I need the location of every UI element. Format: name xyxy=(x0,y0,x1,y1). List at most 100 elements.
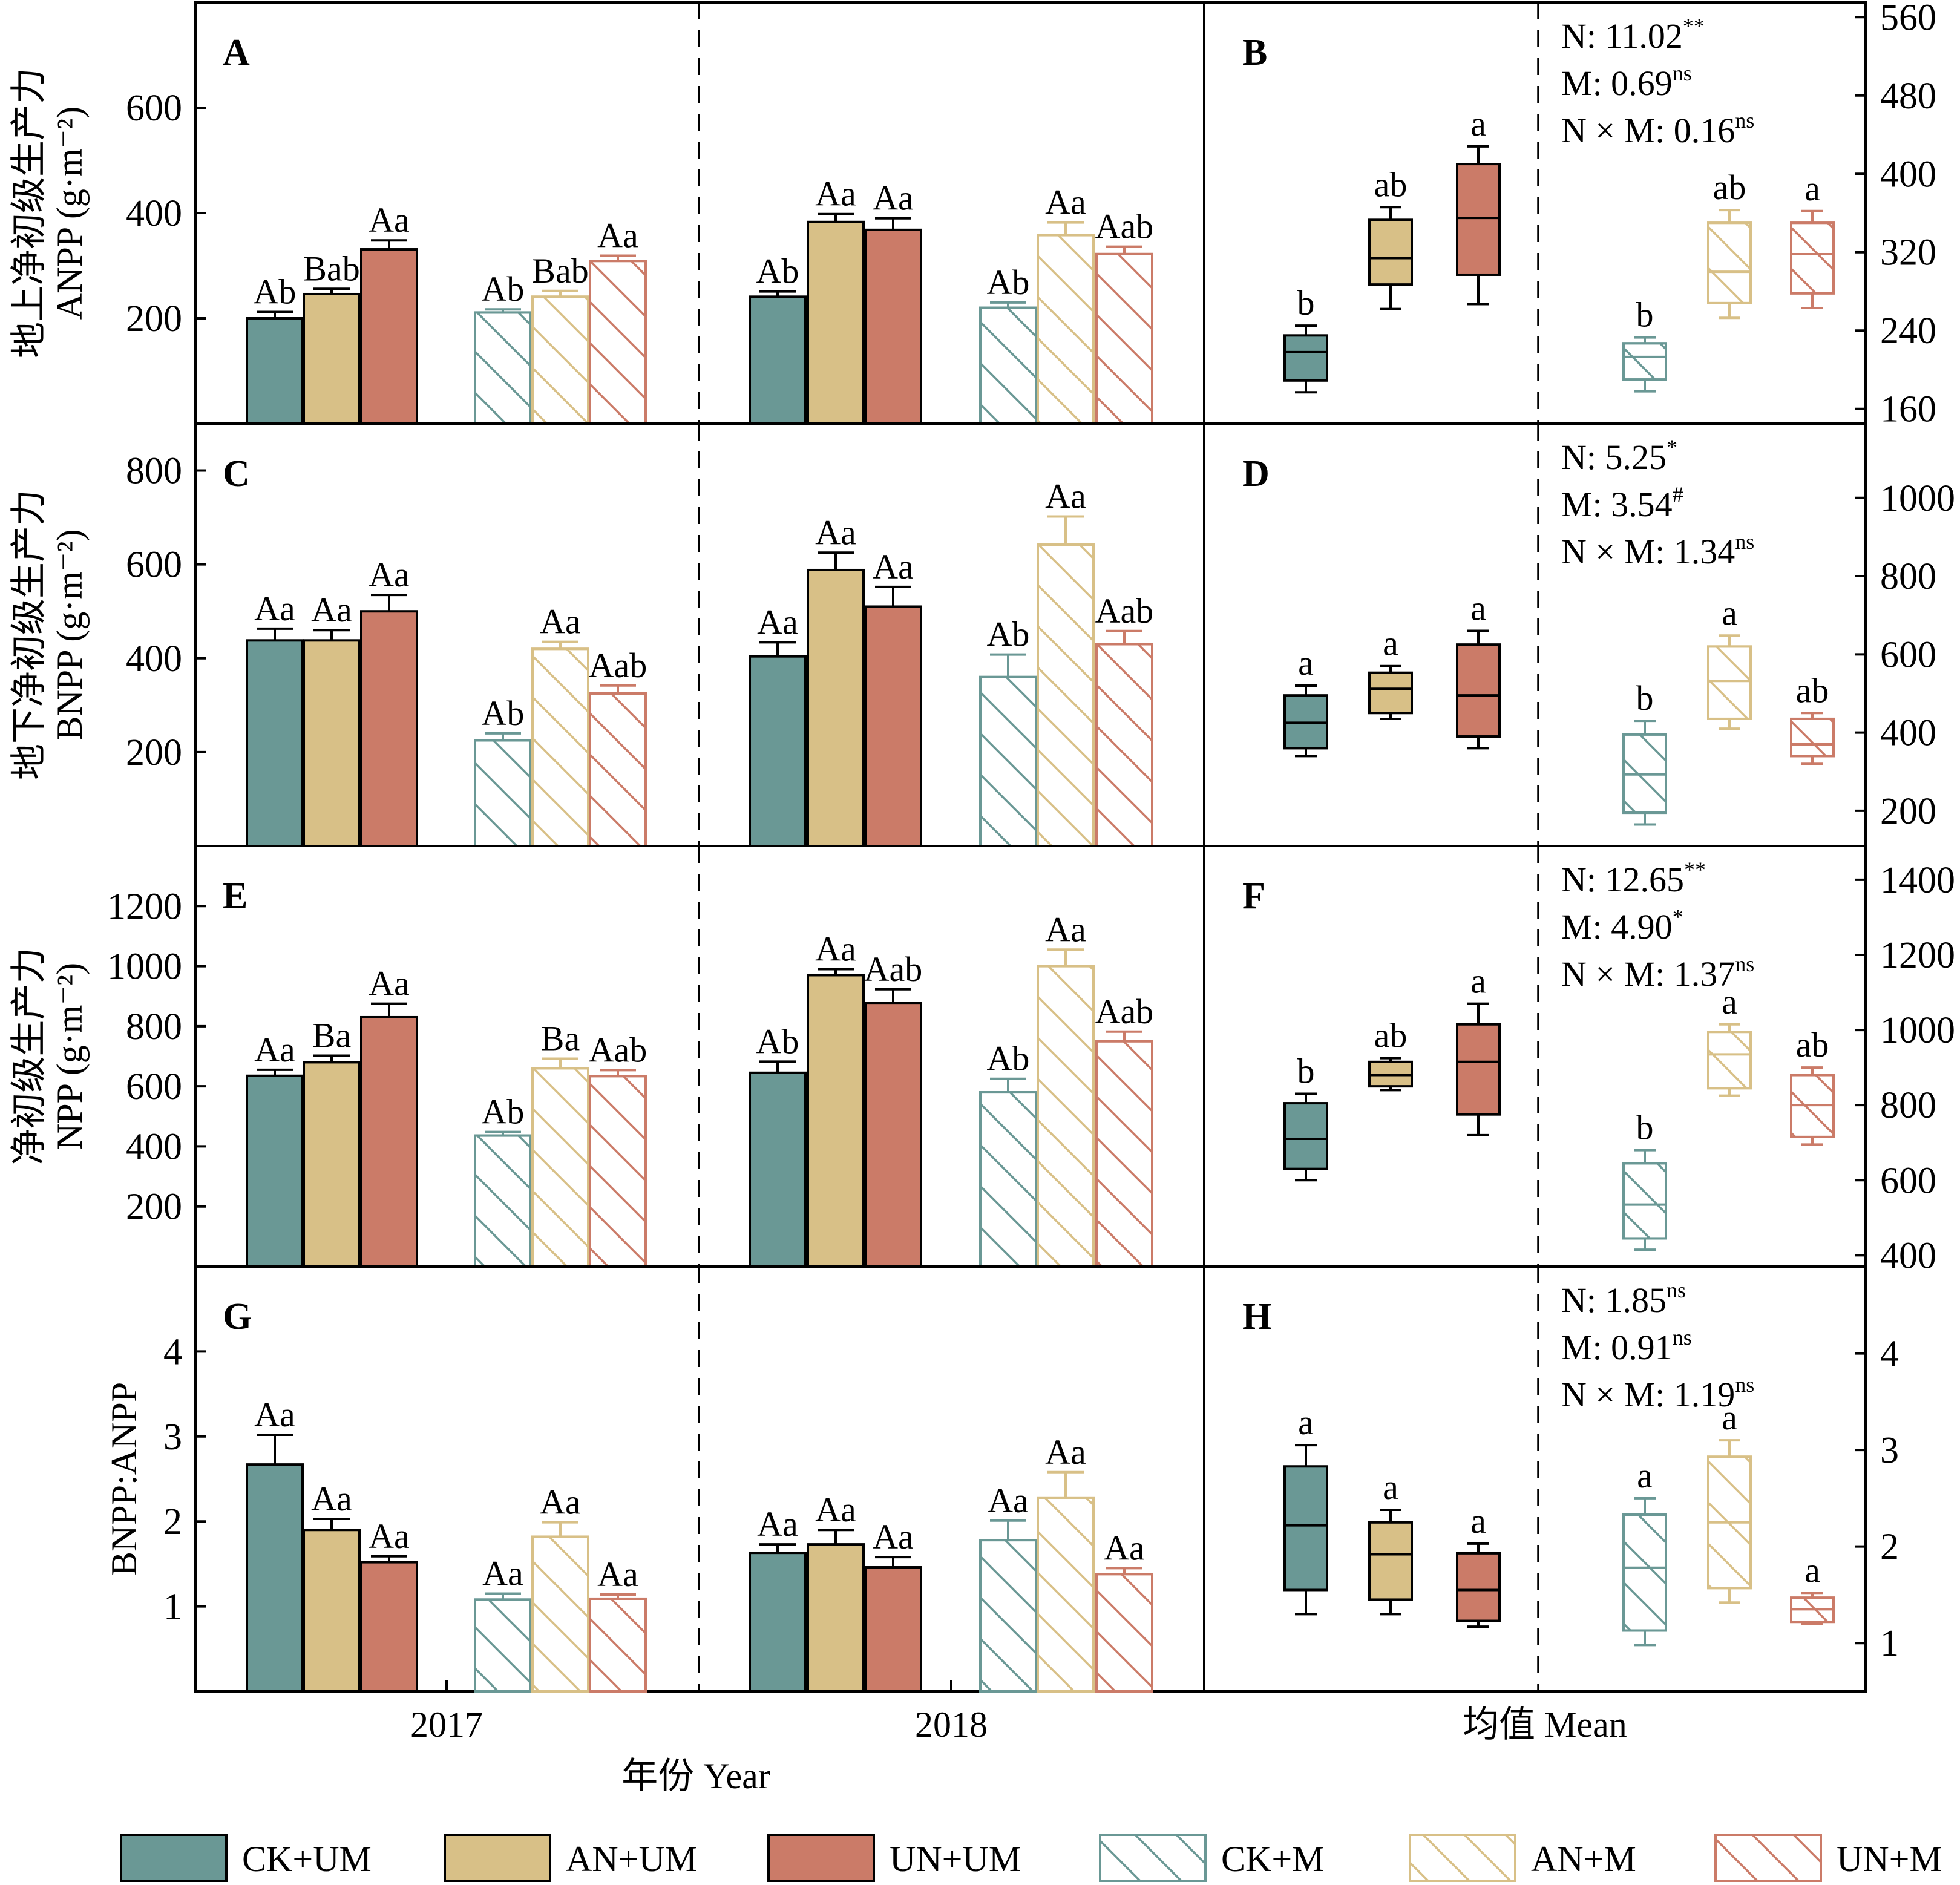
bar-AN+UM xyxy=(807,568,865,847)
significance-label: b xyxy=(1297,283,1315,323)
bar-hatch xyxy=(474,739,532,847)
y-tick-label: 200 xyxy=(1880,791,1936,832)
significance-label: Aa xyxy=(254,589,295,628)
significance-label: a xyxy=(1298,643,1314,683)
significance-label: Ab xyxy=(482,1092,525,1132)
panel-letter: H xyxy=(1242,1296,1271,1337)
bar-CK+UM xyxy=(749,295,807,425)
y-tick-label: 320 xyxy=(1880,232,1936,274)
y-tick-label: 600 xyxy=(126,545,182,586)
significance-label: Aa xyxy=(1045,477,1086,516)
y-tick-label: 800 xyxy=(126,1006,182,1047)
y-tick-label: 200 xyxy=(126,732,182,773)
stat-text: M: 3.54# xyxy=(1561,482,1683,524)
y-tick-label: 160 xyxy=(1880,389,1936,430)
box-hatch xyxy=(1622,342,1667,381)
significance-label: Aa xyxy=(482,1554,523,1593)
significance-label: Aa xyxy=(597,215,638,255)
y-tick-label: 400 xyxy=(126,193,182,234)
y-tick-label: 1400 xyxy=(1880,860,1955,901)
stat-text: M: 0.91ns xyxy=(1561,1325,1692,1367)
bar-hatch xyxy=(1037,1496,1095,1693)
y-tick-label: 600 xyxy=(1880,634,1936,675)
y-tick-label: 4 xyxy=(1880,1334,1899,1375)
significance-label: Ab xyxy=(482,269,525,309)
box-hatch xyxy=(1790,717,1835,758)
panel-F: F 400 600 800 1000 1200 1400 N: 12.65** M: 4.90*… xyxy=(1203,845,1955,1276)
bar-hatch xyxy=(589,692,647,848)
significance-label: Ab xyxy=(756,252,799,291)
y-tick-label: 3 xyxy=(163,1417,182,1458)
significance-label: Aab xyxy=(589,1030,647,1069)
bar-CK+UM xyxy=(749,1552,807,1693)
y-tick-label: 1 xyxy=(1880,1623,1899,1664)
bar-hatch xyxy=(474,1134,532,1268)
box-AN+UM xyxy=(1368,218,1413,286)
y-tick-label: 1200 xyxy=(1880,935,1955,976)
bar-CK+UM xyxy=(246,317,304,425)
bar-hatch xyxy=(531,1067,589,1268)
panel-letter: C xyxy=(223,453,250,494)
y-tick-label: 1200 xyxy=(107,886,182,927)
significance-label: Ab xyxy=(756,1021,799,1061)
significance-label: b xyxy=(1636,678,1654,718)
bar-CK+UM xyxy=(246,1074,304,1268)
significance-label: Aab xyxy=(864,949,923,989)
bar-hatch xyxy=(979,675,1037,848)
y-tick-label: 400 xyxy=(1880,154,1936,195)
bar-hatch xyxy=(1037,965,1095,1268)
panel-letter: A xyxy=(223,32,250,73)
bar-UN+UM xyxy=(360,1561,418,1693)
bar-hatch xyxy=(1037,543,1095,847)
box-hatch xyxy=(1707,1031,1752,1090)
y-tick-label: 800 xyxy=(1880,556,1936,597)
significance-label: Aa xyxy=(254,1030,295,1069)
significance-label: a xyxy=(1722,1398,1737,1437)
significance-label: b xyxy=(1297,1052,1315,1091)
panel-B: B 160 240 320 400 480 560 N: 11.02** M: 0.69ns N … xyxy=(1203,0,1936,430)
bar-hatch xyxy=(1095,1040,1153,1268)
x-axis-title-mean: 均值 Mean xyxy=(1463,1705,1627,1745)
bar-hatch xyxy=(589,1597,647,1693)
bar-UN+UM xyxy=(360,248,418,425)
y-tick-label: 3 xyxy=(1880,1430,1899,1471)
box-CK+UM xyxy=(1283,1465,1328,1592)
significance-label: b xyxy=(1636,1108,1654,1147)
y-tick-label: 800 xyxy=(1880,1085,1936,1126)
bar-AN+UM xyxy=(807,1543,865,1693)
significance-label: Aab xyxy=(1095,992,1154,1031)
bar-AN+UM xyxy=(303,639,361,847)
y-tick-label: 480 xyxy=(1880,76,1936,117)
bar-CK+UM xyxy=(749,655,807,847)
y-tick-label: 2 xyxy=(1880,1527,1899,1568)
legend-swatch xyxy=(767,1834,875,1882)
box-UN+UM xyxy=(1456,1023,1501,1116)
bar-hatch xyxy=(1037,234,1095,425)
significance-label: Ba xyxy=(312,1016,351,1055)
significance-label: a xyxy=(1637,1456,1653,1495)
box-hatch xyxy=(1790,221,1835,295)
legend-item: CK+M xyxy=(1099,1834,1325,1882)
panel-frame xyxy=(1203,1265,1867,1693)
box-UN+UM xyxy=(1456,643,1501,738)
y-tick-label: 240 xyxy=(1880,310,1936,352)
bar-UN+UM xyxy=(864,228,922,425)
significance-label: Aab xyxy=(1095,591,1154,631)
significance-label: a xyxy=(1470,104,1486,143)
significance-label: Aa xyxy=(369,200,410,240)
bar-AN+UM xyxy=(303,292,361,425)
stat-text: N: 5.25* xyxy=(1561,435,1677,477)
significance-label: Ab xyxy=(254,272,297,312)
box-hatch xyxy=(1622,1513,1667,1632)
stat-text: N: 1.85ns xyxy=(1561,1278,1686,1320)
box-CK+UM xyxy=(1283,334,1328,382)
bar-hatch xyxy=(1095,252,1153,425)
significance-label: Aa xyxy=(815,513,856,552)
significance-label: Ab xyxy=(987,615,1030,654)
panel-letter: B xyxy=(1242,32,1267,73)
significance-label: a xyxy=(1298,1403,1314,1442)
y-axis-title: 地下净初级生产力 xyxy=(9,490,49,780)
